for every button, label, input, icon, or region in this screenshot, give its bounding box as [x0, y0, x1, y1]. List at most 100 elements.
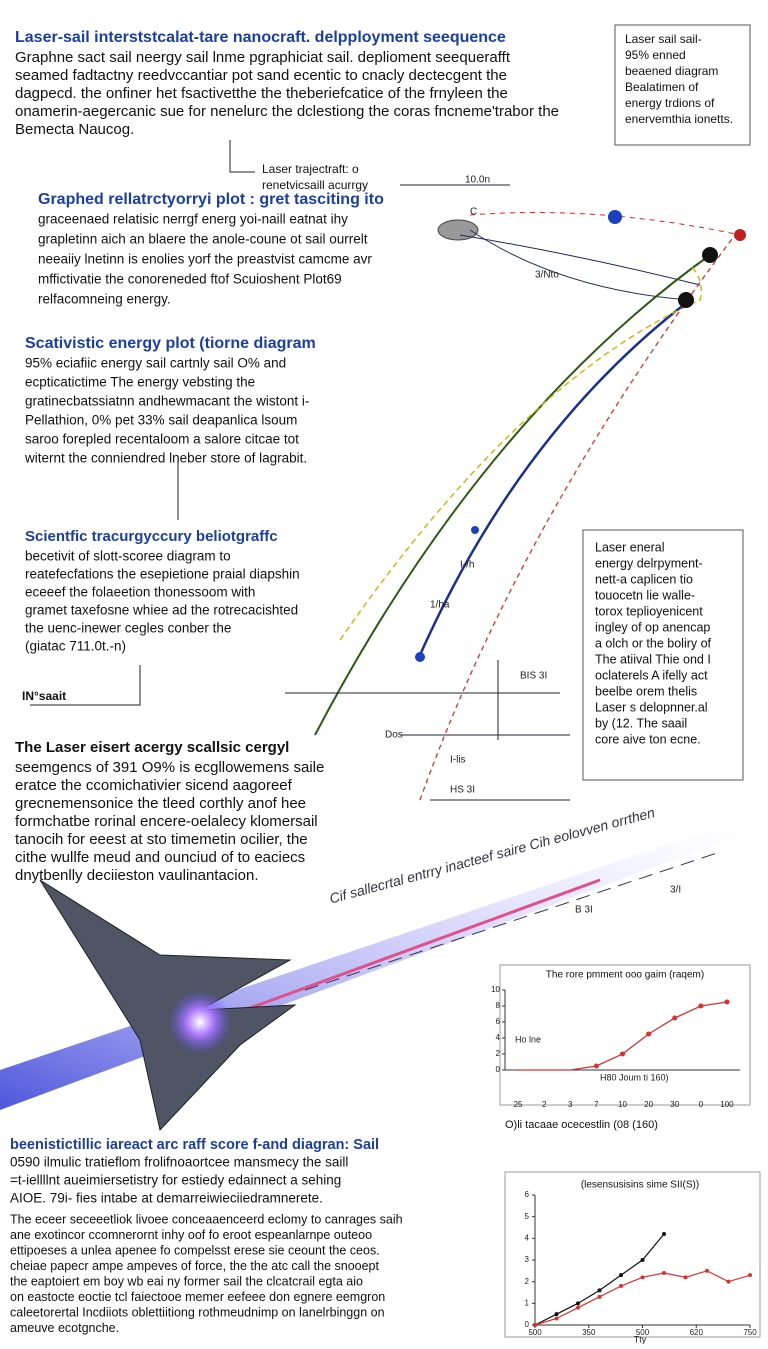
- point: [640, 1275, 645, 1280]
- intro-line: seamed fadtactny reedvccantiar pot sand …: [15, 67, 507, 84]
- bottom-heading: beenistictillic iareact arc raff score f…: [10, 1137, 379, 1153]
- label: Laser trajectraft: o: [262, 162, 359, 176]
- point: [748, 1273, 752, 1278]
- point: [619, 1284, 623, 1288]
- diagram-label: B 3I: [575, 905, 593, 916]
- section-line: Pellathion, 0% pet 33% sail deapanlica l…: [25, 413, 297, 428]
- section-line: saroo forepled recentaloom a salore citc…: [25, 432, 299, 447]
- point: [554, 1316, 559, 1321]
- section-line: witernt the conniendred lneber store of …: [24, 451, 307, 466]
- y-tick-label: 0: [496, 1065, 501, 1074]
- caption: O)li tacaae ocecestlin (08 (160): [505, 1119, 658, 1131]
- bottom-line: the eaptoiert em boy wb eai ny former sa…: [10, 1274, 363, 1288]
- diagram-label: I-lis: [450, 755, 466, 766]
- section-heading: Graphed rellatrctyorryi plot : gret tasc…: [38, 191, 384, 208]
- x-label: Tty: [634, 1334, 647, 1344]
- section-line: graceenaed relatisic nerrgf energ yoi-na…: [38, 212, 348, 227]
- beam-core: [189, 878, 601, 1032]
- x-tick-label: 30: [670, 1100, 679, 1109]
- point: [554, 1312, 559, 1317]
- trajectory: [339, 264, 702, 641]
- box-line: oclaterels A ifelly act: [595, 668, 708, 682]
- y-tick-label: 4: [525, 1233, 530, 1242]
- box-line: Laser eneral: [595, 540, 665, 554]
- box-line: enervemthia ionetts.: [625, 112, 733, 126]
- line-series: [518, 1001, 728, 1071]
- y-tick-label: 6: [525, 1190, 530, 1199]
- orbit: [469, 212, 741, 236]
- section-line: tanocih for eeest at sto timemetin ocili…: [15, 831, 308, 848]
- y-tick-label: 2: [496, 1049, 501, 1058]
- section-line: reatefecfations the esepietione praial d…: [25, 567, 300, 582]
- box-line: beelbe orem thelis: [595, 684, 697, 698]
- title: Laser-sail interststcalat-tare nanocraft…: [15, 29, 506, 46]
- node: [734, 229, 746, 241]
- label: renetvicsaill acurrgy: [262, 178, 368, 192]
- orbit: [459, 234, 701, 286]
- intro-line: Bemecta Naucog.: [15, 121, 134, 138]
- bottom-line: caleetorertal Incdiiots oblettiitiong ro…: [10, 1305, 385, 1319]
- box-line: beaened diagram: [625, 64, 718, 78]
- bottom-line: The eceer seceeetliok livoee conceaaence…: [10, 1212, 403, 1226]
- section-heading: Scativistic energy plot (tiorne diagram: [25, 335, 316, 352]
- line-series: [534, 1233, 665, 1326]
- section-line: formchatbe rorinal encere-oelalecy klome…: [15, 813, 318, 830]
- box-line: The atiival Thie ond I: [595, 652, 711, 666]
- box-line: Laser s delopnner.al: [595, 700, 708, 714]
- point: [597, 1294, 602, 1299]
- box-line: energy delrpyment-: [595, 556, 703, 570]
- top-box: [614, 24, 751, 146]
- y-tick-label: 1: [525, 1298, 530, 1307]
- bottom-line: 0590 ilmulic tratieflom frolifnoaortcee …: [10, 1155, 348, 1170]
- chart1-frame: [499, 964, 751, 1106]
- box-line: ingley of op anencap: [595, 620, 710, 634]
- section-line: grecnemensonice the tleed corthly anof h…: [15, 795, 306, 812]
- point: [705, 1268, 709, 1273]
- point: [576, 1305, 580, 1310]
- point: [662, 1232, 666, 1236]
- x-tick-label: 7: [594, 1100, 599, 1109]
- node: [471, 526, 479, 534]
- y-tick-label: 6: [496, 1017, 501, 1026]
- point: [640, 1258, 645, 1262]
- diagram-label: 10.0n: [465, 175, 490, 186]
- diagram-label: BIS 3I: [520, 671, 547, 682]
- craft: [437, 219, 479, 241]
- x-label: H80 Joum ti 160): [600, 1072, 669, 1082]
- right-box: [582, 529, 744, 781]
- leader: [30, 665, 141, 706]
- section-heading: The Laser eisert acergy scallsic cergyl: [15, 739, 289, 756]
- orbit: [469, 229, 691, 301]
- legend: Ho lne: [515, 1034, 541, 1044]
- guide: [285, 660, 570, 801]
- chart2-frame: [504, 1171, 761, 1338]
- box-line: nett-a caplicen tio: [595, 572, 693, 586]
- section-line: neeaiiy lnetinn is enolies yorf the prea…: [38, 252, 372, 267]
- section-line: grapletinn aich an blaere the anole-coun…: [38, 232, 368, 247]
- trajectory: [314, 254, 711, 736]
- point: [533, 1323, 537, 1327]
- diagram-label: 3/I: [670, 885, 681, 896]
- box-line: Bealatimen of: [625, 80, 699, 94]
- diagram: [0, 24, 761, 1338]
- section-line: gramet taxefosne whiee ad the rotrecacis…: [25, 603, 298, 618]
- section-line: 95% eciafiic energy sail cartnly sail O%…: [25, 356, 286, 371]
- x-tick-label: 2: [542, 1100, 547, 1109]
- point: [662, 1271, 666, 1275]
- intro-line: onamerin-aegercanic sue for nenelurc the…: [15, 103, 559, 120]
- y-tick-label: 5: [525, 1212, 530, 1221]
- section-line: the uenc-inewer cegles conber the: [25, 621, 231, 636]
- y-tick-label: 8: [496, 1001, 501, 1010]
- bottom-line: AIOE. 79i- fies intabe at demarreiwiecii…: [10, 1191, 323, 1206]
- x-tick-label: 20: [644, 1100, 653, 1109]
- y-tick-label: 10: [491, 985, 500, 994]
- point: [646, 1031, 652, 1037]
- box-line: by (12. The saail: [595, 716, 687, 730]
- box-line: 95% enned: [625, 48, 686, 62]
- section-line: gratinecbatssiatnn andhewmacant the wist…: [25, 394, 309, 409]
- section-line: relfacomneing energy.: [38, 292, 171, 307]
- y-tick-label: 3: [525, 1255, 530, 1264]
- box-line: torox teplioyenicent: [595, 604, 703, 618]
- x-tick-label: 100: [720, 1100, 734, 1109]
